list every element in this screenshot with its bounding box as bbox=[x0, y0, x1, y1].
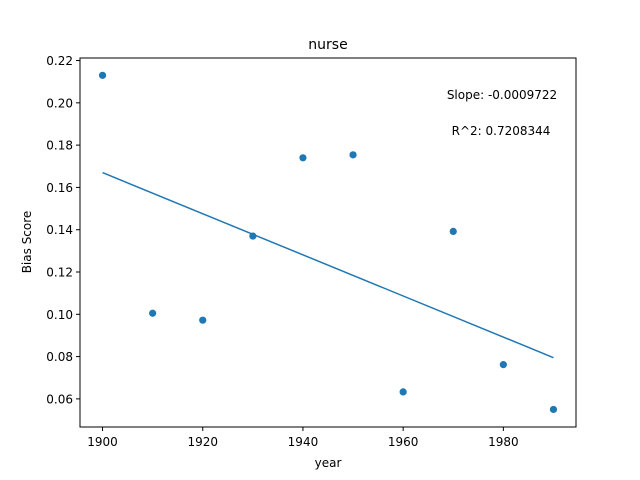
y-tick-label: 0.08 bbox=[46, 350, 73, 364]
data-point bbox=[299, 154, 307, 162]
y-tick-label: 0.14 bbox=[46, 223, 73, 237]
data-point bbox=[349, 151, 357, 159]
x-tick-label: 1900 bbox=[87, 435, 118, 449]
r2-annotation: R^2: 0.7208344 bbox=[452, 124, 551, 138]
y-tick-label: 0.20 bbox=[46, 96, 73, 110]
data-point bbox=[199, 316, 207, 324]
x-tick-label: 1960 bbox=[388, 435, 419, 449]
y-tick-label: 0.18 bbox=[46, 139, 73, 153]
y-axis-label: Bias Score bbox=[20, 211, 34, 274]
data-point bbox=[249, 232, 257, 240]
x-tick-label: 1940 bbox=[288, 435, 319, 449]
x-tick-label: 1920 bbox=[187, 435, 218, 449]
y-tick-label: 0.16 bbox=[46, 181, 73, 195]
y-axis: 0.06 0.08 0.10 0.12 0.14 0.16 0.18 0.20 0.22 bbox=[46, 54, 80, 406]
x-axis-label: year bbox=[315, 456, 342, 470]
regression-line bbox=[102, 171, 554, 359]
y-tick-label: 0.12 bbox=[46, 265, 73, 279]
y-tick-label: 0.10 bbox=[46, 308, 73, 322]
y-tick-label: 0.06 bbox=[46, 392, 73, 406]
data-point bbox=[149, 309, 157, 317]
data-point bbox=[549, 405, 558, 414]
chart-title: nurse bbox=[308, 37, 347, 53]
data-point bbox=[399, 388, 407, 396]
y-tick-label: 0.22 bbox=[46, 54, 73, 68]
x-tick-label: 1980 bbox=[488, 435, 519, 449]
x-axis: 1900 1920 1940 1960 1980 bbox=[87, 427, 519, 449]
plot-frame bbox=[79, 57, 577, 428]
data-point bbox=[98, 71, 107, 79]
data-point bbox=[499, 361, 507, 369]
data-point bbox=[449, 227, 457, 235]
slope-annotation: Slope: -0.0009722 bbox=[447, 88, 557, 102]
